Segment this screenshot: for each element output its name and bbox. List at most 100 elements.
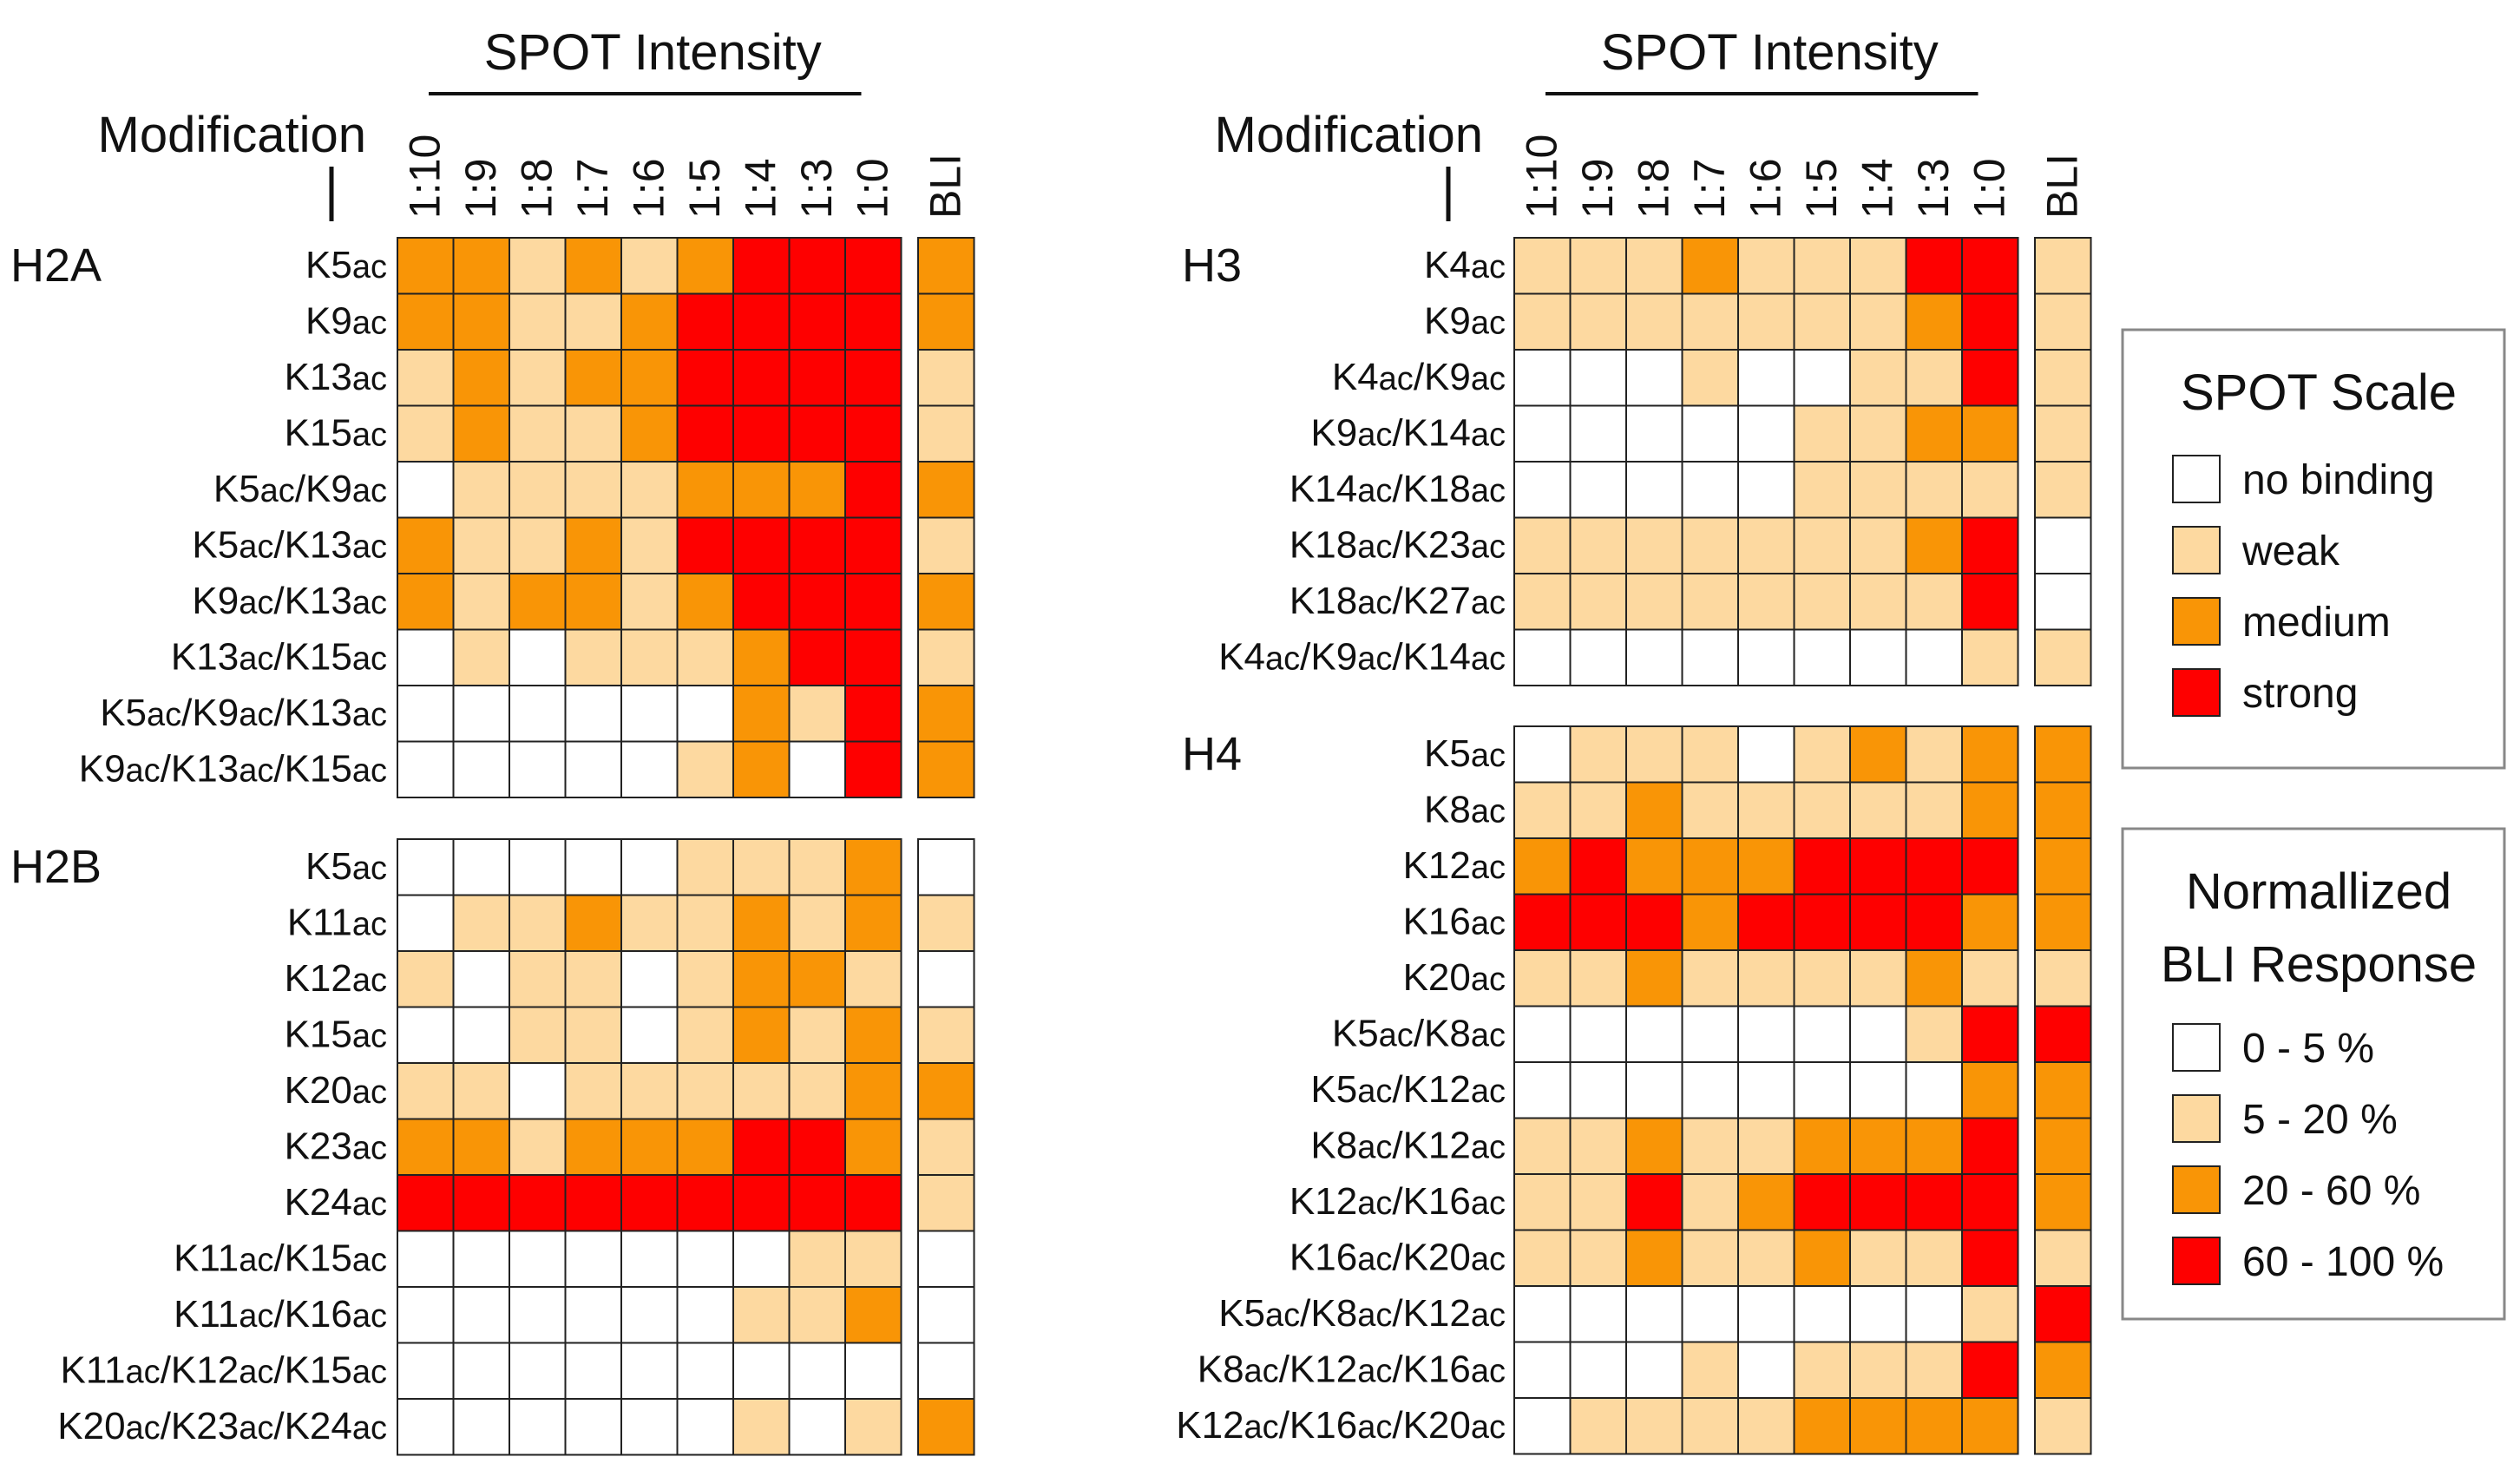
row-label: K23ac bbox=[285, 1125, 387, 1168]
spot-cell bbox=[676, 1230, 734, 1288]
column-label: 1:8 bbox=[512, 158, 561, 219]
spot-cell bbox=[1513, 837, 1572, 896]
row-label: K9ac/K13ac bbox=[192, 580, 387, 622]
spot-cell bbox=[1681, 349, 1739, 407]
spot-cell bbox=[1905, 404, 1963, 463]
spot-cell bbox=[1625, 628, 1683, 686]
spot-cell bbox=[1569, 628, 1627, 686]
spot-cell bbox=[509, 1230, 567, 1288]
bli-cell bbox=[917, 237, 975, 295]
bli-cell bbox=[2034, 1285, 2092, 1343]
spot-cell bbox=[1569, 1397, 1627, 1455]
spot-cell bbox=[676, 1118, 734, 1176]
spot-cell bbox=[1961, 404, 2019, 463]
spot-cell bbox=[1625, 516, 1683, 574]
spot-cell bbox=[1737, 893, 1795, 951]
spot-cell bbox=[1905, 1005, 1963, 1063]
bli-cell bbox=[917, 740, 975, 798]
row-label: K5ac bbox=[305, 244, 387, 286]
spot-cell bbox=[1737, 1285, 1795, 1343]
spot-cell bbox=[509, 404, 567, 463]
spot-cell bbox=[1961, 837, 2019, 896]
spot-cell bbox=[452, 1174, 510, 1232]
legend-item-label: weak bbox=[2241, 528, 2340, 574]
spot-cell bbox=[1793, 1397, 1851, 1455]
spot-cell bbox=[788, 1118, 846, 1176]
row-label: K9ac bbox=[305, 300, 387, 343]
spot-cell bbox=[564, 740, 622, 798]
spot-cell bbox=[1793, 349, 1851, 407]
spot-cell bbox=[844, 1174, 902, 1232]
bli-cell bbox=[2034, 1173, 2092, 1231]
spot-cell bbox=[452, 838, 510, 896]
spot-cell bbox=[1849, 1285, 1907, 1343]
spot-cell bbox=[452, 292, 510, 351]
spot-cell bbox=[1625, 292, 1683, 351]
spot-cell bbox=[1513, 781, 1572, 839]
spot-cell bbox=[397, 404, 455, 463]
bli-cell bbox=[917, 1006, 975, 1064]
spot-cell bbox=[620, 237, 679, 295]
spot-cell bbox=[788, 685, 846, 743]
legend-swatch bbox=[2172, 526, 2221, 574]
spot-cell bbox=[1961, 893, 2019, 951]
spot-cell bbox=[1849, 949, 1907, 1007]
spot-cell bbox=[397, 628, 455, 686]
spot-cell bbox=[1849, 628, 1907, 686]
row-label: K18ac/K27ac bbox=[1290, 580, 1506, 622]
spot-cell bbox=[564, 1342, 622, 1400]
row-label: K9ac bbox=[1424, 300, 1506, 343]
spot-cell bbox=[564, 237, 622, 295]
spot-cell bbox=[1961, 725, 2019, 784]
spot-cell bbox=[452, 685, 510, 743]
legend-title: BLI Response bbox=[2161, 936, 2477, 993]
spot-cell bbox=[732, 349, 791, 407]
spot-cell bbox=[1905, 1061, 1963, 1119]
spot-cell bbox=[788, 461, 846, 519]
spot-cell bbox=[452, 237, 510, 295]
spot-cell bbox=[620, 1062, 679, 1120]
spot-cell bbox=[1569, 837, 1627, 896]
spot-cell bbox=[564, 1398, 622, 1456]
spot-cell bbox=[564, 349, 622, 407]
spot-cell bbox=[1681, 893, 1739, 951]
spot-cell bbox=[676, 237, 734, 295]
spot-cell bbox=[564, 685, 622, 743]
row-label: K5ac bbox=[305, 845, 387, 888]
bli-cell bbox=[917, 1174, 975, 1232]
spot-cell bbox=[1849, 725, 1907, 784]
spot-cell bbox=[509, 685, 567, 743]
spot-cell bbox=[732, 404, 791, 463]
spot-cell bbox=[844, 894, 902, 952]
spot-cell bbox=[1793, 1061, 1851, 1119]
spot-cell bbox=[676, 1062, 734, 1120]
bli-cell bbox=[917, 1342, 975, 1400]
spot-cell bbox=[1737, 516, 1795, 574]
spot-cell bbox=[1681, 404, 1739, 463]
spot-cell bbox=[1961, 781, 2019, 839]
bli-cell bbox=[917, 1118, 975, 1176]
column-label: 1:9 bbox=[1573, 158, 1622, 219]
spot-cell bbox=[732, 838, 791, 896]
spot-cell bbox=[397, 1062, 455, 1120]
spot-cell bbox=[1961, 1061, 2019, 1119]
spot-cell bbox=[1513, 1229, 1572, 1287]
spot-cell bbox=[676, 685, 734, 743]
spot-cell bbox=[564, 628, 622, 686]
row-label: K5ac/K12ac bbox=[1310, 1068, 1506, 1111]
spot-cell bbox=[509, 573, 567, 631]
spot-cell bbox=[564, 516, 622, 574]
legend-item-label: medium bbox=[2242, 600, 2391, 646]
legend-swatch bbox=[2172, 1023, 2221, 1072]
spot-cell bbox=[509, 838, 567, 896]
spot-cell bbox=[1737, 1397, 1795, 1455]
spot-cell bbox=[1569, 1117, 1627, 1175]
spot-cell bbox=[620, 1342, 679, 1400]
bli-cell bbox=[917, 685, 975, 743]
spot-cell bbox=[452, 950, 510, 1008]
spot-cell bbox=[1737, 573, 1795, 631]
spot-cell bbox=[732, 1398, 791, 1456]
spot-cell bbox=[1849, 1229, 1907, 1287]
spot-cell bbox=[1793, 1005, 1851, 1063]
spot-cell bbox=[1793, 1341, 1851, 1399]
